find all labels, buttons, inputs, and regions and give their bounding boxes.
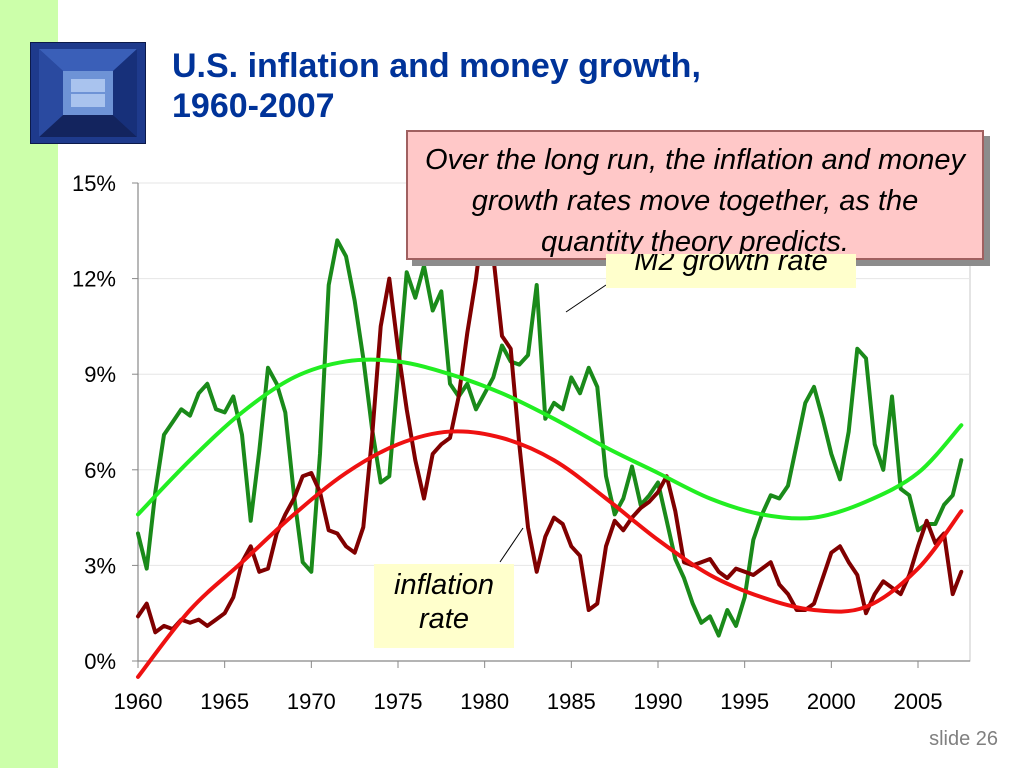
x-tick-label: 1980 <box>460 689 509 714</box>
slide-title-line-2: 1960-2007 <box>172 87 335 125</box>
x-tick-label: 1995 <box>720 689 769 714</box>
x-tick-label: 2000 <box>807 689 856 714</box>
inflation-label-leader <box>499 527 524 563</box>
y-tick-label: 9% <box>84 362 116 387</box>
x-tick-label: 1985 <box>547 689 596 714</box>
m2-growth-line <box>136 238 964 638</box>
x-tick-label: 1965 <box>200 689 249 714</box>
y-tick-label: 15% <box>72 171 116 196</box>
y-tick-label: 6% <box>84 458 116 483</box>
slide-title: U.S. inflation and money growth, 1960-20… <box>172 46 701 126</box>
x-tick-label: 1975 <box>374 689 423 714</box>
slide-title-line-1: U.S. inflation and money growth, <box>172 47 701 85</box>
y-tick-label: 12% <box>72 267 116 292</box>
m2-trend-line <box>136 357 964 521</box>
inflation-label-line-2: rate <box>419 603 469 635</box>
x-tick-label: 2005 <box>894 689 943 714</box>
inflation-line <box>136 206 964 635</box>
inflation-label-line-1: inflation <box>394 569 494 601</box>
window-well-graphic <box>31 43 145 143</box>
m2-series-label: M2 growth rate <box>606 254 856 288</box>
inflation-series-label: inflation rate <box>374 564 514 648</box>
m2-label-leader <box>565 284 607 313</box>
x-tick-label: 1960 <box>114 689 163 714</box>
window-well-image <box>30 42 146 144</box>
y-tick-label: 3% <box>84 553 116 578</box>
x-tick-label: 1970 <box>287 689 336 714</box>
x-tick-label: 1990 <box>634 689 683 714</box>
inflation-trend-line <box>136 429 964 679</box>
callout-box: Over the long run, the inflation and mon… <box>406 130 984 260</box>
m2-series-label-text: M2 growth rate <box>634 254 828 277</box>
slide-number: slide 26 <box>929 728 998 750</box>
y-tick-label: 0% <box>84 649 116 674</box>
